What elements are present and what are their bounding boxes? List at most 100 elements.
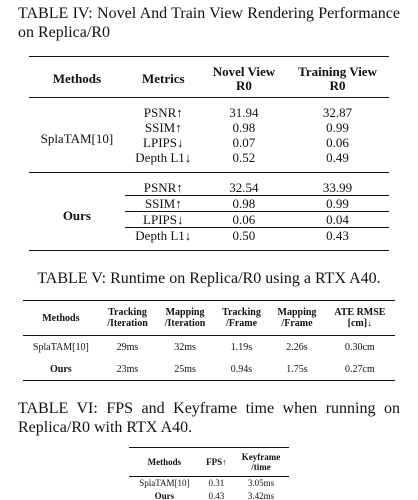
table-cell: 32.54 bbox=[201, 172, 287, 196]
header-cell: FPS↑ bbox=[199, 447, 234, 477]
table-row: LPIPS↓ 0.06 0.04 bbox=[29, 211, 389, 228]
table-cell: Depth L1↓ bbox=[135, 150, 192, 165]
table-row: Ours 23ms 25ms 0.94s 1.75s 0.27cm bbox=[23, 358, 395, 381]
header-cell: Mapping/Frame bbox=[269, 300, 325, 336]
table-cell: 0.98 bbox=[232, 120, 256, 135]
table-cell: 0.94s bbox=[230, 364, 253, 375]
table-cell: 0.43 bbox=[208, 491, 225, 500]
table: Methods Tracking/Iteration Mapping/Iterati… bbox=[23, 300, 395, 381]
header-line: R0 bbox=[329, 78, 346, 93]
table-cell: 0.49 bbox=[326, 150, 349, 165]
table-cell: 0.06 bbox=[201, 211, 287, 228]
table-cell: SplaTAM[10] bbox=[139, 478, 190, 488]
table-cell: 0.52 bbox=[232, 150, 256, 165]
header-row: Methods Tracking/Iteration Mapping/Iterati… bbox=[23, 300, 395, 336]
table-cell: SplaTAM[10] bbox=[32, 342, 89, 353]
method-cell: SplaTAM[10] bbox=[40, 131, 114, 146]
header-line: Methods bbox=[147, 457, 182, 467]
table-cell: 0.07 bbox=[232, 135, 256, 150]
header-line: FPS↑ bbox=[206, 457, 227, 467]
table-cell: LPIPS↓ bbox=[124, 211, 202, 228]
table-cell: 1.75s bbox=[286, 364, 308, 375]
table-cell: 33.99 bbox=[286, 172, 389, 196]
header-line: /time bbox=[251, 462, 271, 472]
table-cell: 0.04 bbox=[286, 211, 389, 228]
table-row: Depth L1↓ 0.50 0.43 bbox=[29, 227, 389, 251]
table-cell: SSIM↑ bbox=[124, 195, 202, 212]
header-cell: ATE RMSE [cm]↓ bbox=[324, 300, 395, 336]
table-row: SSIM↑ 0.98 0.99 bbox=[29, 120, 389, 135]
header-cell: Mapping/Iteration bbox=[156, 300, 214, 336]
header-line: /Iteration bbox=[164, 318, 206, 329]
table-cell: 0.99 bbox=[286, 195, 389, 212]
table-cell: 2.26s bbox=[286, 342, 308, 353]
table-caption: TABLE V: Runtime on Replica/R0 using a R… bbox=[37, 270, 381, 287]
table-row: SplaTAM[10] 0.31 3.05ms bbox=[129, 477, 289, 491]
table-cell: 1.19s bbox=[230, 342, 253, 353]
table-cell: 32ms bbox=[174, 342, 196, 353]
header-cell: Methods bbox=[129, 447, 200, 477]
table-row: Ours 0.43 3.42ms bbox=[129, 490, 289, 500]
table-cell: Ours bbox=[50, 364, 72, 375]
table-cell: 3.05ms bbox=[247, 478, 275, 488]
header-line: Tracking bbox=[222, 307, 261, 318]
header-row: Methods Metrics Novel View R0 Training View R… bbox=[29, 56, 389, 98]
header-line: Methods bbox=[42, 312, 80, 324]
table-row: Depth L1↓ 0.52 0.49 bbox=[29, 150, 389, 173]
header-line: Metrics bbox=[141, 71, 185, 86]
table-cell: 32.87 bbox=[322, 105, 353, 120]
table-cell: 31.94 bbox=[229, 105, 259, 120]
header-cell: Metrics bbox=[124, 56, 202, 98]
table-row: SplaTAM[10] 29ms 32ms 1.19s 2.26s 0.30cm bbox=[23, 336, 395, 359]
header-line: Tracking bbox=[108, 307, 147, 318]
header-line: Novel View bbox=[212, 64, 276, 79]
table-cell: 0.30cm bbox=[345, 342, 375, 353]
header-line: /Frame bbox=[225, 318, 258, 329]
header-cell: Training View R0 bbox=[286, 56, 389, 98]
table-cell: 0.50 bbox=[201, 227, 287, 251]
table: Methods FPS↑ Keyframe/time SplaTAM[10] 0.31 3… bbox=[129, 447, 289, 500]
header-line: Training View bbox=[298, 64, 377, 79]
table-cell: 3.42ms bbox=[247, 491, 275, 500]
table-cell: 0.99 bbox=[326, 120, 349, 135]
table-cell: 23ms bbox=[116, 364, 139, 375]
table-cell: 0.27cm bbox=[345, 364, 375, 375]
table-cell: Depth L1↓ bbox=[124, 227, 202, 251]
table-cell: 29ms bbox=[116, 342, 139, 353]
table-caption: TABLE IV: Novel And Train View Rendering… bbox=[18, 5, 400, 41]
header-line: /Iteration bbox=[107, 318, 148, 329]
table-cell: Ours bbox=[154, 491, 175, 500]
header-cell: Methods bbox=[23, 300, 99, 336]
header-cell: Keyframe/time bbox=[233, 447, 289, 477]
header-line: Keyframe bbox=[241, 452, 281, 462]
header-cell: Tracking/Iteration bbox=[98, 300, 157, 336]
table-cell: PSNR↑ bbox=[124, 172, 202, 196]
table-cell: SSIM↑ bbox=[144, 120, 182, 135]
header-cell: Tracking/Frame bbox=[213, 300, 270, 336]
header-row: Methods FPS↑ Keyframe/time bbox=[129, 447, 289, 477]
header-line: Mapping bbox=[277, 307, 317, 318]
table-row: Ours PSNR↑ 32.54 33.99 bbox=[29, 172, 389, 251]
table-cell: 0.06 bbox=[326, 135, 349, 150]
table-row: LPIPS↓ 0.07 0.06 bbox=[29, 135, 389, 150]
header-line: Mapping bbox=[165, 307, 205, 318]
table-row: SSIM↑ 0.98 0.99 bbox=[29, 195, 389, 212]
table: Methods Metrics Novel View R0 Training View R… bbox=[29, 56, 389, 251]
table-cell: LPIPS↓ bbox=[143, 135, 184, 150]
table-cell: 0.43 bbox=[286, 227, 389, 251]
table-caption: TABLE VI: FPS and Keyframe time when run… bbox=[18, 400, 400, 436]
table-cell: 0.98 bbox=[201, 195, 287, 212]
table-cell: 25ms bbox=[174, 364, 196, 375]
method-cell: Ours bbox=[29, 172, 125, 251]
header-line: Methods bbox=[52, 71, 102, 86]
header-cell: Novel View R0 bbox=[201, 56, 287, 98]
table-cell: 0.31 bbox=[208, 478, 225, 488]
table-row: SplaTAM[10] PSNR↑ 31.94 32.87 bbox=[29, 98, 389, 146]
header-cell: Methods bbox=[29, 56, 125, 98]
header-line: /Frame bbox=[281, 318, 313, 329]
header-line: ATE RMSE bbox=[334, 307, 386, 318]
table-cell: PSNR↑ bbox=[143, 105, 183, 120]
header-line: R0 bbox=[235, 78, 252, 93]
header-line: [cm]↓ bbox=[347, 318, 373, 329]
